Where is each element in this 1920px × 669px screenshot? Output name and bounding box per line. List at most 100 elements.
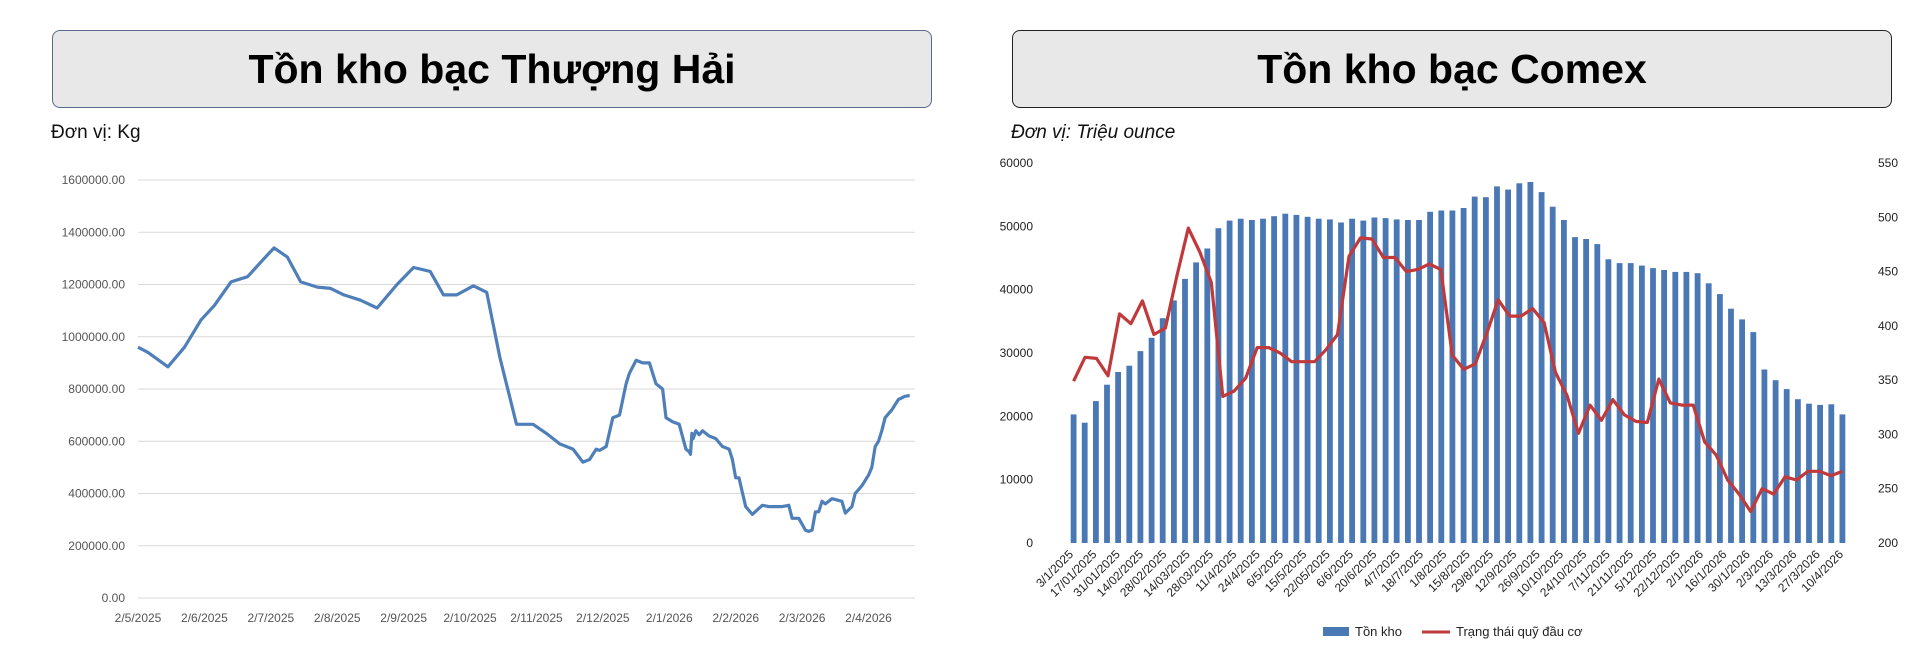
inventory-bar — [1783, 389, 1790, 543]
inventory-bar — [1772, 380, 1779, 543]
inventory-bar — [1672, 271, 1679, 543]
comex-title: Tồn kho bạc Comex — [1012, 30, 1892, 108]
inventory-bar — [1538, 192, 1545, 543]
y2-tick-label: 200 — [1878, 536, 1898, 550]
inventory-bar — [1237, 218, 1244, 543]
inventory-bar — [1159, 318, 1166, 543]
inventory-bar — [1271, 216, 1277, 543]
shanghai-title: Tồn kho bạc Thượng Hải — [52, 30, 932, 108]
inventory-bar — [1605, 259, 1612, 543]
y2-tick-label: 350 — [1878, 373, 1898, 387]
x-tick-label: 2/11/2025 — [510, 611, 563, 625]
speculative-fund-line — [1072, 226, 1843, 514]
y2-tick-label: 400 — [1878, 319, 1898, 333]
inventory-bar — [1561, 220, 1567, 543]
legend-swatch-bars — [1323, 627, 1349, 636]
inventory-bar — [1705, 283, 1712, 543]
inventory-bar — [1327, 219, 1333, 543]
y-tick-label: 20000 — [1000, 409, 1034, 423]
inventory-bar — [1761, 369, 1768, 543]
inventory-bar — [1416, 220, 1422, 543]
y-tick-label: 600000.00 — [68, 434, 125, 448]
inventory-bar — [1728, 308, 1734, 543]
inventory-bar — [1393, 219, 1400, 543]
y-tick-label: 40000 — [1000, 283, 1034, 297]
inventory-line — [137, 246, 910, 534]
inventory-bar — [1683, 271, 1690, 543]
shanghai-unit-label: Đơn vị: Kg — [51, 122, 141, 143]
inventory-bar — [1806, 403, 1812, 543]
inventory-bar — [1070, 414, 1077, 543]
inventory-bar — [1081, 422, 1088, 543]
y-tick-label: 0.00 — [102, 591, 126, 605]
inventory-bar — [1360, 220, 1367, 543]
comex-chart: 0 10000 20000 30000 40000 50000 60000 200 250 300… — [1000, 156, 1899, 639]
inventory-bar — [1750, 332, 1757, 543]
y-tick-label: 60000 — [1000, 156, 1034, 170]
y-tick-label: 1600000.00 — [62, 173, 126, 187]
inventory-bar — [1371, 217, 1378, 543]
inventory-bar — [1315, 218, 1322, 543]
x-tick-label: 2/1/2026 — [646, 611, 693, 625]
inventory-bar — [1549, 206, 1556, 543]
inventory-bar — [1583, 239, 1589, 543]
y2-tick-label: 550 — [1878, 156, 1898, 170]
inventory-bar — [1171, 300, 1177, 543]
inventory-bar — [1304, 216, 1311, 544]
y2-tick-label: 450 — [1878, 265, 1898, 279]
inventory-bar — [1616, 263, 1623, 543]
x-tick-label: 2/9/2025 — [380, 611, 427, 625]
inventory-bar — [1104, 384, 1110, 543]
inventory-bar — [1627, 263, 1634, 543]
inventory-bar — [1226, 220, 1233, 543]
inventory-bar — [1828, 404, 1835, 543]
y-tick-label: 1200000.00 — [62, 278, 126, 292]
y-tick-label: 1400000.00 — [62, 225, 126, 239]
inventory-bar — [1338, 222, 1344, 543]
inventory-bar — [1249, 220, 1255, 543]
inventory-bar — [1817, 404, 1823, 543]
inventory-bar — [1661, 270, 1667, 543]
inventory-bar — [1382, 218, 1389, 543]
x-tick-label: 2/5/2025 — [115, 611, 162, 625]
y-tick-label: 10000 — [1000, 473, 1034, 487]
inventory-bar — [1460, 208, 1467, 543]
inventory-bar — [1093, 401, 1099, 543]
x-tick-label: 2/8/2025 — [314, 611, 361, 625]
inventory-bar — [1193, 262, 1199, 543]
legend-label-bars: Tồn kho — [1355, 624, 1402, 639]
x-tick-label: 2/3/2026 — [779, 611, 826, 625]
x-tick-label: 2/2/2026 — [712, 611, 759, 625]
y-tick-label: 400000.00 — [68, 487, 125, 501]
inventory-bar — [1349, 218, 1355, 543]
inventory-bar — [1182, 278, 1188, 543]
inventory-bar — [1137, 351, 1144, 543]
inventory-bar — [1215, 228, 1222, 543]
inventory-bar — [1148, 337, 1155, 543]
x-tick-label: 2/6/2025 — [181, 611, 228, 625]
inventory-bar — [1594, 244, 1601, 543]
inventory-bar — [1839, 414, 1846, 543]
x-tick-label: 2/10/2025 — [443, 611, 497, 625]
y2-tick-label: 300 — [1878, 427, 1898, 441]
inventory-bar — [1260, 218, 1266, 543]
x-tick-label: 2/12/2025 — [576, 611, 630, 625]
y2-tick-label: 500 — [1878, 210, 1898, 224]
y-tick-label: 50000 — [1000, 219, 1034, 233]
comex-panel: Tồn kho bạc Comex Đơn vị: Triệu ounce 0 1… — [960, 0, 1920, 669]
inventory-bar — [1639, 265, 1645, 543]
inventory-bar — [1739, 319, 1745, 543]
x-tick-label: 2/7/2025 — [247, 611, 294, 625]
inventory-bar — [1494, 186, 1500, 543]
shanghai-chart: 0.00 200000.00 400000.00 600000.00 800000.00… — [62, 173, 915, 625]
inventory-bar — [1527, 182, 1534, 543]
inventory-bar — [1483, 197, 1489, 543]
inventory-bar — [1293, 214, 1300, 543]
inventory-bar — [1126, 365, 1133, 543]
y-tick-label: 1000000.00 — [62, 330, 126, 344]
y-tick-label: 800000.00 — [68, 382, 125, 396]
y-tick-label: 0 — [1026, 536, 1033, 550]
inventory-bar — [1795, 399, 1801, 543]
inventory-bar — [1572, 237, 1578, 543]
inventory-bar — [1405, 220, 1411, 543]
